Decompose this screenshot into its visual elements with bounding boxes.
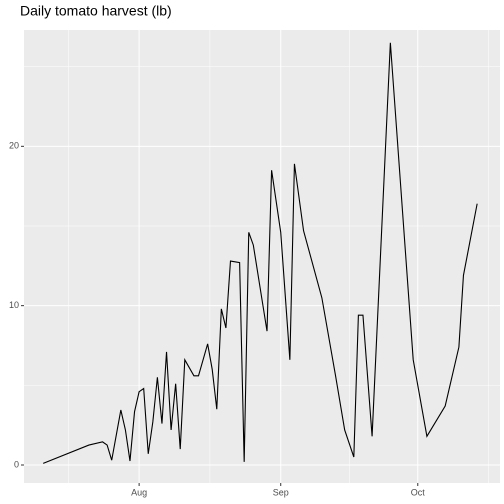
- panel: [24, 30, 500, 483]
- x-tick-label: Aug: [131, 487, 147, 497]
- y-tick-label: 0: [14, 459, 19, 469]
- chart-title: Daily tomato harvest (lb): [20, 3, 172, 19]
- data-line: [42, 42, 478, 464]
- y-tick-label: 20: [9, 141, 19, 151]
- x-tick-label: Oct: [411, 487, 426, 497]
- x-tick-label: Sep: [273, 487, 289, 497]
- y-tick-label: 10: [9, 300, 19, 310]
